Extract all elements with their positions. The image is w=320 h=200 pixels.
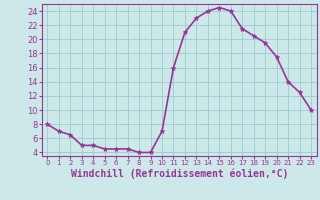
X-axis label: Windchill (Refroidissement éolien,°C): Windchill (Refroidissement éolien,°C) (70, 169, 288, 179)
